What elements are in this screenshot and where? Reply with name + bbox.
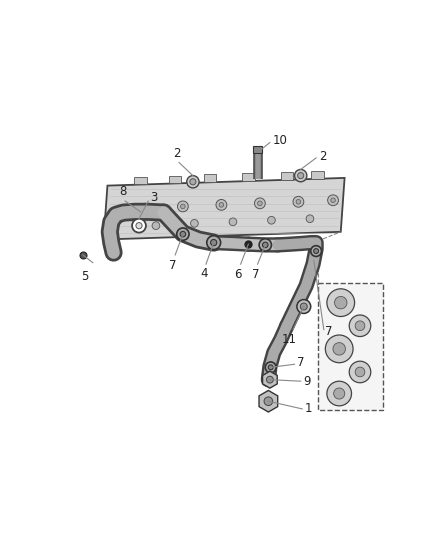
Circle shape: [229, 218, 237, 225]
Circle shape: [306, 215, 314, 223]
Polygon shape: [242, 173, 254, 181]
Polygon shape: [169, 175, 181, 183]
Circle shape: [142, 206, 147, 211]
Circle shape: [177, 228, 189, 240]
Circle shape: [328, 195, 339, 206]
Text: 7: 7: [297, 356, 304, 369]
Circle shape: [311, 246, 321, 256]
Circle shape: [211, 239, 217, 246]
Text: 7: 7: [251, 268, 259, 281]
Polygon shape: [318, 284, 383, 410]
Circle shape: [268, 365, 273, 370]
Circle shape: [207, 236, 221, 249]
Circle shape: [327, 381, 352, 406]
Circle shape: [180, 231, 186, 237]
Circle shape: [177, 201, 188, 212]
Circle shape: [349, 361, 371, 383]
Circle shape: [216, 199, 227, 210]
Circle shape: [219, 203, 224, 207]
Circle shape: [334, 388, 345, 399]
Polygon shape: [311, 171, 324, 179]
Circle shape: [139, 203, 150, 214]
Circle shape: [333, 343, 346, 355]
Circle shape: [254, 198, 265, 209]
Polygon shape: [281, 172, 293, 180]
Circle shape: [298, 173, 304, 179]
Polygon shape: [253, 147, 262, 152]
Circle shape: [264, 397, 273, 406]
Circle shape: [355, 321, 365, 330]
Text: 11: 11: [282, 334, 297, 346]
Circle shape: [314, 248, 318, 254]
Circle shape: [152, 222, 160, 230]
Circle shape: [296, 199, 301, 204]
Text: 2: 2: [173, 147, 180, 160]
Circle shape: [300, 303, 307, 310]
Polygon shape: [103, 178, 345, 239]
Circle shape: [331, 198, 336, 203]
Circle shape: [297, 300, 311, 313]
Circle shape: [355, 367, 365, 377]
Text: 9: 9: [303, 375, 311, 387]
Circle shape: [327, 289, 355, 317]
Circle shape: [259, 239, 272, 251]
Circle shape: [132, 219, 146, 232]
Text: 4: 4: [200, 267, 208, 280]
Polygon shape: [259, 391, 278, 412]
Text: 1: 1: [304, 402, 312, 415]
Circle shape: [325, 335, 353, 363]
Text: 7: 7: [325, 326, 333, 338]
Text: 8: 8: [119, 185, 127, 198]
Polygon shape: [262, 371, 277, 388]
Circle shape: [335, 296, 347, 309]
Circle shape: [187, 175, 199, 188]
Circle shape: [349, 315, 371, 336]
Text: 5: 5: [81, 270, 89, 284]
Circle shape: [258, 201, 262, 206]
Circle shape: [136, 223, 142, 229]
Circle shape: [268, 216, 276, 224]
Circle shape: [293, 196, 304, 207]
Text: 2: 2: [319, 150, 327, 163]
Text: 3: 3: [150, 191, 157, 205]
Polygon shape: [134, 177, 147, 184]
Circle shape: [266, 376, 273, 383]
Text: 7: 7: [169, 259, 177, 272]
Circle shape: [180, 204, 185, 209]
Text: 10: 10: [273, 134, 288, 148]
Circle shape: [265, 362, 276, 373]
Circle shape: [294, 169, 307, 182]
Circle shape: [191, 220, 198, 227]
Text: 6: 6: [235, 268, 242, 281]
Circle shape: [190, 179, 196, 185]
Circle shape: [262, 242, 268, 248]
Polygon shape: [204, 174, 216, 182]
